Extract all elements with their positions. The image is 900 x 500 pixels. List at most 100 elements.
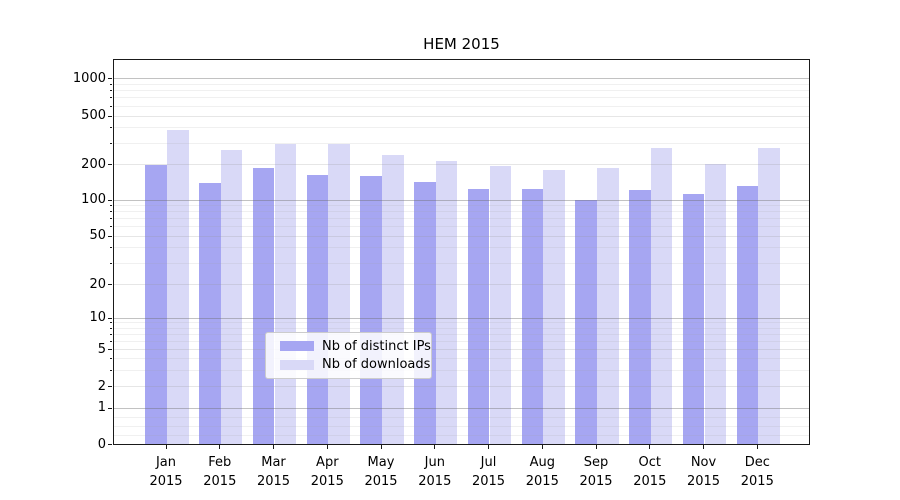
bar-downloads-may (382, 155, 404, 444)
bar-distinct-ips-may (360, 176, 382, 444)
y-tick-mark-100 (108, 199, 112, 201)
y-minor-tick-mark-400 (110, 127, 112, 129)
x-tick-mark-sep (595, 445, 597, 449)
bar-downloads-feb (220, 149, 243, 444)
legend-swatch-downloads-icon (280, 359, 314, 370)
x-tick-mark-apr (326, 445, 328, 449)
y-tick-mark-500 (108, 115, 112, 117)
gridline-80 (114, 211, 809, 213)
y-tick-label-500: 500 (81, 108, 106, 123)
gridline-0.5 (114, 425, 809, 427)
gridline-1 (114, 407, 809, 409)
x-tick-label-jun: Jun 2015 (418, 455, 452, 489)
gridline-8 (114, 327, 809, 329)
bar-downloads-mar (274, 143, 297, 444)
x-tick-label-jan: Jan 2015 (149, 455, 183, 489)
y-minor-tick-mark-3 (110, 369, 112, 371)
y-minor-tick-mark-80 (110, 211, 112, 213)
bar-distinct-ips-nov (682, 194, 705, 444)
bar-downloads-apr (328, 143, 350, 444)
plot-area (113, 59, 810, 445)
gridline-3 (114, 369, 809, 371)
gridline-500 (114, 115, 809, 117)
x-tick-mark-dec (756, 445, 758, 449)
legend-item-distinct-ips: Nb of distinct IPs (266, 339, 431, 354)
gridline-1000 (114, 78, 809, 79)
gridline-400 (114, 127, 809, 129)
x-tick-mark-jun (434, 445, 436, 449)
legend-swatch-distinct-ips-icon (280, 341, 314, 352)
x-tick-mark-feb (219, 445, 221, 449)
y-tick-mark-1 (108, 407, 112, 409)
y-minor-tick-mark-70 (110, 218, 112, 219)
y-tick-label-100: 100 (81, 192, 106, 207)
x-tick-label-mar: Mar 2015 (256, 455, 291, 489)
x-tick-mark-nov (703, 445, 704, 449)
y-tick-mark-20 (108, 284, 112, 285)
gridline-70 (114, 218, 809, 219)
y-minor-tick-mark-60 (110, 226, 112, 227)
bar-downloads-dec (758, 148, 780, 444)
y-minor-tick-mark-800 (110, 90, 112, 92)
x-tick-label-jul: Jul 2015 (471, 455, 506, 489)
x-tick-mark-jul (488, 445, 489, 449)
gridline-50 (114, 235, 809, 237)
gridline-0.75 (114, 416, 809, 418)
x-tick-label-dec: Dec 2015 (740, 455, 774, 489)
x-tick-label-feb: Feb 2015 (203, 455, 237, 489)
y-tick-label-2: 2 (97, 378, 106, 394)
y-tick-mark-200 (108, 164, 112, 165)
legend: Nb of distinct IPs Nb of downloads (265, 332, 432, 379)
y-tick-label-1000: 1000 (72, 70, 106, 86)
y-minor-tick-mark-600 (110, 105, 112, 107)
y-tick-label-5: 5 (97, 341, 106, 357)
chart-title: HEM 2015 (423, 35, 500, 53)
bar-distinct-ips-dec (736, 185, 759, 444)
y-minor-tick-mark-900 (110, 83, 112, 85)
y-tick-label-0: 0 (97, 436, 106, 452)
y-minor-tick-mark-30 (110, 262, 112, 264)
y-tick-mark-50 (108, 235, 112, 237)
gridline-0.25 (114, 434, 809, 436)
gridline-7 (114, 333, 809, 335)
x-tick-label-aug: Aug 2015 (525, 455, 559, 489)
bar-distinct-ips-feb (199, 182, 221, 444)
gridline-10 (114, 317, 809, 319)
bar-downloads-jan (167, 130, 189, 444)
gridline-200 (114, 164, 809, 165)
bar-downloads-aug (543, 170, 565, 444)
gridline-800 (114, 90, 809, 92)
y-minor-tick-mark-6 (110, 340, 112, 342)
y-tick-mark-10 (108, 317, 112, 319)
x-tick-mark-jan (165, 445, 167, 449)
gridline-700 (114, 97, 809, 99)
bar-downloads-jun (435, 160, 458, 444)
gridline-9 (114, 322, 809, 324)
y-tick-mark-1000 (108, 78, 112, 79)
gridline-600 (114, 105, 809, 107)
bar-distinct-ips-jan (145, 164, 167, 444)
y-tick-mark-2 (108, 386, 112, 387)
y-minor-tick-mark-90 (110, 205, 112, 206)
y-minor-tick-mark-300 (110, 142, 112, 144)
y-minor-tick-mark-700 (110, 97, 112, 99)
legend-label-distinct-ips: Nb of distinct IPs (322, 338, 431, 354)
y-tick-mark-5 (108, 349, 112, 350)
x-tick-label-may: May 2015 (364, 455, 398, 489)
bar-downloads-jul (489, 166, 512, 444)
gridline-20 (114, 284, 809, 285)
bar-distinct-ips-mar (252, 167, 275, 444)
gridline-5 (114, 349, 809, 350)
x-tick-label-sep: Sep 2015 (579, 455, 613, 489)
gridline-100 (114, 199, 809, 201)
y-tick-mark-0 (108, 444, 112, 445)
gridline-60 (114, 226, 809, 227)
x-tick-label-nov: Nov 2015 (686, 455, 721, 489)
bar-downloads-oct (650, 148, 673, 444)
gridline-4 (114, 358, 809, 359)
x-tick-mark-aug (541, 445, 543, 449)
y-minor-tick-mark-8 (110, 327, 112, 329)
x-tick-label-oct: Oct 2015 (633, 455, 667, 489)
bar-distinct-ips-jul (467, 188, 490, 444)
